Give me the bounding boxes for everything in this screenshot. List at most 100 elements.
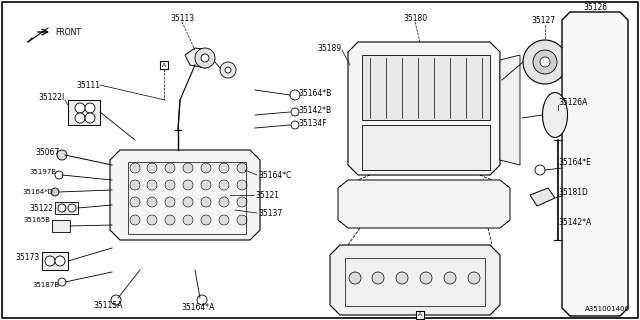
Circle shape <box>201 215 211 225</box>
Text: A: A <box>162 62 166 68</box>
Circle shape <box>55 171 63 179</box>
Ellipse shape <box>543 92 568 138</box>
Text: 35134F: 35134F <box>298 118 326 127</box>
Text: 35197B: 35197B <box>30 169 57 175</box>
Polygon shape <box>55 202 78 214</box>
Text: 35164*D: 35164*D <box>22 189 53 195</box>
Text: 35164*A: 35164*A <box>181 302 214 311</box>
Circle shape <box>130 215 140 225</box>
Text: 35142*B: 35142*B <box>298 106 331 115</box>
Text: A351001406: A351001406 <box>585 306 630 312</box>
Circle shape <box>523 40 567 84</box>
Text: 35115A: 35115A <box>93 300 123 309</box>
Circle shape <box>219 180 229 190</box>
Polygon shape <box>110 150 260 240</box>
Circle shape <box>349 272 361 284</box>
Circle shape <box>220 62 236 78</box>
Circle shape <box>291 121 299 129</box>
Circle shape <box>130 197 140 207</box>
Circle shape <box>396 272 408 284</box>
Polygon shape <box>500 55 520 165</box>
Text: 35137: 35137 <box>258 209 282 218</box>
Circle shape <box>201 163 211 173</box>
Text: 35126A: 35126A <box>558 98 588 107</box>
Circle shape <box>195 48 215 68</box>
Circle shape <box>111 295 121 305</box>
Text: 35164*C: 35164*C <box>258 171 291 180</box>
Circle shape <box>45 256 55 266</box>
Circle shape <box>165 180 175 190</box>
Text: 35187B: 35187B <box>33 282 60 288</box>
Text: 35121: 35121 <box>255 190 279 199</box>
Polygon shape <box>530 188 555 206</box>
Text: FRONT: FRONT <box>55 28 81 36</box>
Bar <box>362 125 490 170</box>
Circle shape <box>57 150 67 160</box>
Text: 35126: 35126 <box>583 3 607 12</box>
Text: 35113: 35113 <box>170 13 194 22</box>
Polygon shape <box>42 252 68 270</box>
Circle shape <box>58 278 66 286</box>
Circle shape <box>85 113 95 123</box>
Circle shape <box>197 295 207 305</box>
Bar <box>160 61 168 69</box>
Text: 35164*B: 35164*B <box>298 89 332 98</box>
Bar <box>362 55 490 120</box>
Circle shape <box>130 163 140 173</box>
Bar <box>416 311 424 319</box>
Circle shape <box>147 197 157 207</box>
Circle shape <box>51 188 59 196</box>
Text: 35111: 35111 <box>76 81 100 90</box>
Bar <box>128 162 246 234</box>
Circle shape <box>183 180 193 190</box>
Circle shape <box>201 180 211 190</box>
Circle shape <box>291 108 299 116</box>
Circle shape <box>237 215 247 225</box>
Text: 35127: 35127 <box>531 15 555 25</box>
Circle shape <box>535 165 545 175</box>
Circle shape <box>165 197 175 207</box>
Circle shape <box>183 197 193 207</box>
Circle shape <box>183 163 193 173</box>
Bar <box>345 258 485 306</box>
Circle shape <box>372 272 384 284</box>
Circle shape <box>219 163 229 173</box>
Text: 35122I: 35122I <box>39 92 65 101</box>
Circle shape <box>130 180 140 190</box>
Circle shape <box>533 50 557 74</box>
Circle shape <box>183 215 193 225</box>
Circle shape <box>75 103 85 113</box>
Polygon shape <box>52 220 70 232</box>
Text: 35142*A: 35142*A <box>558 218 591 227</box>
Circle shape <box>201 197 211 207</box>
Polygon shape <box>338 180 510 228</box>
Circle shape <box>237 197 247 207</box>
Circle shape <box>468 272 480 284</box>
Text: 35165B: 35165B <box>23 217 50 223</box>
Circle shape <box>165 163 175 173</box>
Circle shape <box>165 215 175 225</box>
Text: 35181D: 35181D <box>558 188 588 196</box>
Polygon shape <box>348 42 500 175</box>
Polygon shape <box>185 48 215 68</box>
Circle shape <box>75 113 85 123</box>
Circle shape <box>58 204 66 212</box>
Circle shape <box>85 103 95 113</box>
Circle shape <box>55 256 65 266</box>
Polygon shape <box>562 12 628 316</box>
Circle shape <box>225 67 231 73</box>
Circle shape <box>147 163 157 173</box>
Circle shape <box>237 180 247 190</box>
Text: 35180: 35180 <box>403 13 427 22</box>
Polygon shape <box>68 100 100 125</box>
Circle shape <box>540 57 550 67</box>
Circle shape <box>68 204 76 212</box>
Text: 35067: 35067 <box>36 148 60 156</box>
Circle shape <box>201 54 209 62</box>
Polygon shape <box>330 245 500 315</box>
Text: 35173: 35173 <box>16 253 40 262</box>
Circle shape <box>147 180 157 190</box>
Circle shape <box>219 197 229 207</box>
Circle shape <box>290 90 300 100</box>
Text: 35122: 35122 <box>29 204 53 212</box>
